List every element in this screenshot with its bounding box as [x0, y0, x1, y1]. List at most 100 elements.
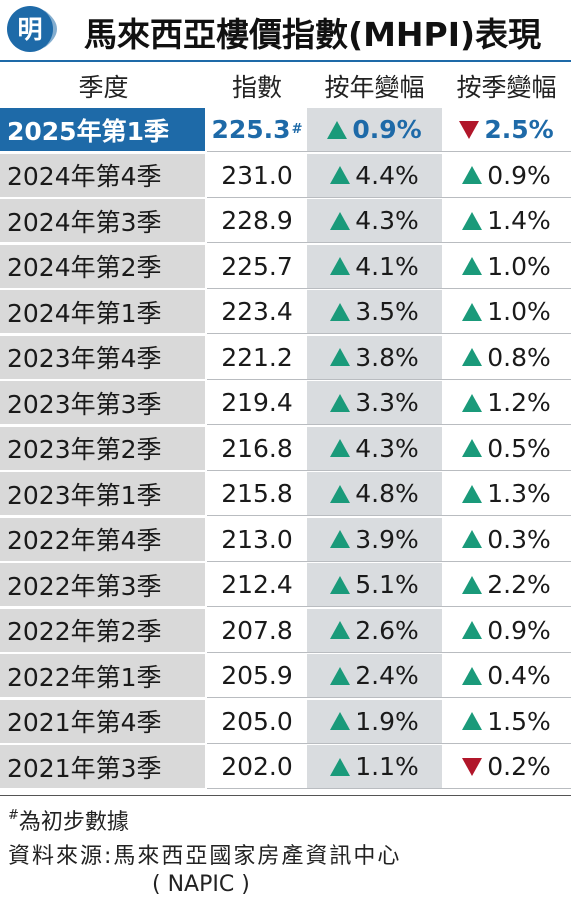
- triangle-up-icon: [330, 166, 351, 184]
- table-row: 2023年第3季 219.4 3.3% 1.2%: [0, 381, 571, 426]
- row-separator: [207, 515, 571, 516]
- yoy-cell: 3.9%: [307, 517, 442, 561]
- triangle-up-icon: [462, 575, 483, 594]
- qoq-value: 0.4%: [487, 661, 551, 690]
- index-cell: 213.0: [207, 517, 307, 561]
- index-cell: 225.7: [207, 244, 307, 288]
- yoy-value: 5.1%: [355, 570, 419, 599]
- yoy-cell: 3.5%: [307, 290, 442, 333]
- yoy-value: 4.3%: [355, 433, 419, 463]
- index-cell: 223.4: [207, 290, 307, 333]
- table-row: 2022年第3季 212.4 5.1% 2.2%: [0, 563, 571, 608]
- qoq-value: 1.5%: [487, 706, 551, 736]
- yoy-value: 3.9%: [355, 524, 419, 554]
- yoy-value: 3.8%: [355, 342, 419, 372]
- yoy-value: 4.4%: [355, 160, 419, 190]
- yoy-cell: 1.1%: [307, 745, 442, 788]
- row-gap: [0, 333, 571, 335]
- quarter-cell: 2024年第1季: [0, 290, 205, 333]
- qoq-cell: 0.4%: [442, 654, 571, 697]
- quarter-cell: 2023年第1季: [0, 472, 205, 515]
- column-header-index: 指數: [231, 73, 282, 102]
- index-cell: 216.8: [207, 426, 307, 470]
- quarter-label: 2024年第4季: [7, 162, 162, 191]
- index-value: 223.4: [221, 297, 293, 326]
- yoy-value: 4.8%: [355, 479, 419, 508]
- qoq-cell: 0.5%: [442, 426, 571, 470]
- quarter-label: 2025年第1季: [7, 116, 169, 146]
- quarter-label: 2023年第2季: [7, 435, 162, 464]
- row-gap: [0, 151, 571, 153]
- triangle-up-icon: [330, 439, 351, 457]
- triangle-up-icon: [462, 530, 483, 548]
- row-separator: [207, 560, 571, 562]
- index-value: 221.2: [221, 342, 293, 372]
- yoy-value: 3.3%: [355, 388, 419, 417]
- index-cell: 205.0: [207, 699, 307, 743]
- triangle-up-icon: [462, 348, 483, 366]
- quarter-cell: 2024年第4季: [0, 153, 205, 197]
- yoy-cell: 2.4%: [307, 654, 442, 697]
- quarter-label: 2021年第3季: [7, 753, 162, 783]
- triangle-up-icon: [330, 712, 351, 730]
- yoy-cell: 3.3%: [307, 381, 442, 424]
- triangle-up-icon: [330, 393, 351, 412]
- triangle-up-icon: [330, 302, 351, 321]
- row-gap: [0, 424, 571, 426]
- yoy-cell: 2.6%: [307, 608, 442, 652]
- triangle-up-icon: [330, 211, 351, 230]
- quarter-cell: 2023年第4季: [0, 335, 205, 379]
- triangle-up-icon: [327, 120, 348, 139]
- quarter-label: 2023年第3季: [7, 389, 162, 419]
- index-value: 205.9: [221, 661, 293, 690]
- yoy-cell: 1.9%: [307, 699, 442, 743]
- qoq-value: 1.2%: [487, 388, 551, 417]
- ming-pao-logo-icon: 明: [7, 6, 57, 52]
- column-header-quarter: 季度: [78, 73, 129, 102]
- quarter-label: 2022年第2季: [7, 617, 162, 646]
- row-separator: [207, 287, 571, 289]
- qoq-value: 0.8%: [487, 342, 551, 372]
- index-value: 219.4: [221, 388, 293, 417]
- row-separator: [207, 651, 571, 653]
- quarter-label: 2022年第1季: [7, 662, 162, 692]
- triangle-up-icon: [462, 439, 483, 457]
- yoy-value: 2.4%: [355, 661, 419, 690]
- index-value: 212.4: [221, 570, 293, 599]
- triangle-up-icon: [462, 211, 483, 230]
- qoq-value: 0.3%: [487, 524, 551, 554]
- triangle-up-icon: [462, 166, 483, 184]
- table-row: 2021年第3季 202.0 1.1% 0.2%: [0, 745, 571, 790]
- qoq-value: 1.3%: [487, 479, 551, 508]
- quarter-label: 2022年第3季: [7, 571, 162, 601]
- yoy-value: 1.1%: [355, 752, 419, 781]
- table-row: 2023年第1季 215.8 4.8% 1.3%: [0, 472, 571, 517]
- table-row: 2022年第1季 205.9 2.4% 0.4%: [0, 654, 571, 699]
- row-separator: [207, 424, 571, 425]
- triangle-up-icon: [330, 348, 351, 366]
- row-gap: [0, 242, 571, 244]
- triangle-up-icon: [462, 712, 483, 730]
- index-cell: 228.9: [207, 199, 307, 242]
- qoq-value: 0.2%: [487, 752, 551, 781]
- yoy-value: 1.9%: [355, 706, 419, 736]
- row-gap: [0, 742, 571, 745]
- index-value: 213.0: [221, 524, 293, 554]
- index-cell: 219.4: [207, 381, 307, 424]
- source-line: 資料來源:馬來西亞國家房產資訊中心: [8, 844, 402, 869]
- quarter-cell: 2021年第4季: [0, 699, 205, 743]
- index-cell: 225.3 #: [207, 108, 307, 151]
- qoq-value: 0.9%: [487, 615, 551, 645]
- quarter-cell: 2024年第3季: [0, 199, 205, 242]
- qoq-cell: 2.5%: [442, 108, 571, 151]
- row-gap: [0, 560, 571, 563]
- qoq-cell: 1.5%: [442, 699, 571, 743]
- row-separator: [207, 333, 571, 334]
- row-gap: [0, 378, 571, 381]
- quarter-cell: 2024年第2季: [0, 244, 205, 288]
- row-gap: [0, 196, 571, 199]
- qoq-cell: 1.0%: [442, 290, 571, 333]
- yoy-value: 2.6%: [355, 615, 419, 645]
- quarter-label: 2024年第1季: [7, 298, 162, 328]
- qoq-value: 2.5%: [484, 115, 554, 144]
